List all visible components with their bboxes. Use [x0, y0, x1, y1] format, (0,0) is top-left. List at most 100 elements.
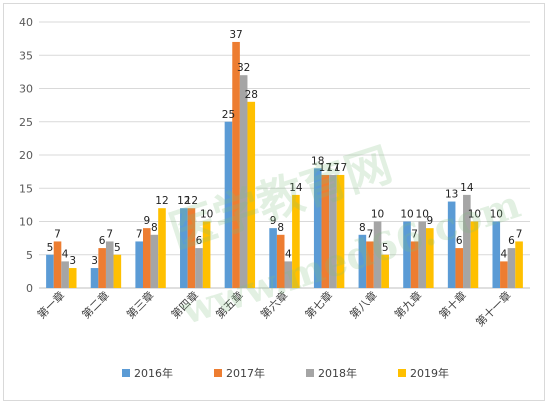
bar: [232, 41, 240, 289]
x-tick-label: 第十一章: [473, 288, 514, 329]
x-tick-label: 第二章: [79, 288, 112, 321]
data-label: 7: [367, 228, 374, 240]
data-label: 10: [490, 209, 503, 221]
bar: [463, 194, 471, 288]
bar: [180, 208, 188, 288]
data-label: 9: [426, 215, 433, 227]
y-tick-label: 30: [19, 83, 33, 96]
bar: [284, 261, 293, 288]
bar: [507, 248, 516, 288]
bar: [276, 234, 285, 288]
data-label: 10: [468, 209, 481, 221]
bar: [158, 208, 166, 288]
bar: [313, 168, 322, 288]
data-label: 7: [411, 228, 418, 240]
bar: [187, 208, 196, 288]
bar: [418, 221, 427, 288]
data-label: 8: [151, 222, 158, 234]
data-label: 6: [508, 235, 515, 247]
y-tick-label: 5: [26, 249, 33, 262]
data-label: 5: [382, 242, 389, 254]
bar: [90, 268, 99, 288]
data-label: 10: [371, 209, 384, 221]
data-label: 17: [334, 162, 347, 174]
data-label: 14: [460, 182, 474, 194]
bar: [68, 268, 77, 288]
bar: [470, 221, 479, 288]
bar: [336, 174, 345, 288]
bar: [358, 234, 367, 288]
data-label: 17: [319, 162, 332, 174]
data-label: 12: [155, 195, 168, 207]
y-tick-label: 0: [26, 282, 33, 295]
bar: [113, 254, 122, 288]
data-label: 7: [136, 228, 143, 240]
bar: [410, 241, 419, 288]
y-tick-label: 15: [19, 182, 33, 195]
bar: [426, 228, 434, 288]
bar: [447, 201, 456, 288]
bar: [53, 241, 62, 288]
bar: [239, 75, 248, 288]
legend-swatch: [306, 369, 314, 377]
data-label: 8: [277, 222, 284, 234]
legend-swatch: [214, 369, 222, 377]
bar: [515, 241, 523, 288]
y-tick-label: 10: [19, 216, 33, 229]
y-tick-label: 40: [19, 16, 33, 29]
data-label: 7: [516, 228, 523, 240]
data-label: 37: [229, 29, 242, 41]
data-label: 4: [62, 248, 69, 260]
data-label: 8: [359, 222, 366, 234]
legend: 2016年 2017年 2018年 2019年: [122, 366, 449, 380]
x-tick-label: 第九章: [391, 288, 424, 321]
data-label: 6: [196, 235, 203, 247]
bars: [46, 41, 523, 289]
data-label: 13: [445, 189, 458, 201]
data-label: 14: [289, 182, 303, 194]
data-label: 17: [326, 162, 339, 174]
data-label: 12: [185, 195, 198, 207]
x-tick-label: 第十章: [436, 288, 469, 321]
data-label: 4: [285, 248, 292, 260]
bar: [98, 248, 106, 288]
data-label: 12: [177, 195, 190, 207]
x-tick-label: 第八章: [347, 288, 380, 321]
bar: [321, 174, 330, 288]
data-label: 7: [106, 228, 113, 240]
legend-swatch: [398, 369, 406, 377]
bar: [292, 194, 300, 288]
data-label: 18: [311, 155, 324, 167]
data-label: 9: [270, 215, 277, 227]
data-label: 32: [237, 62, 250, 74]
data-label: 5: [114, 242, 121, 254]
bar: [46, 254, 54, 288]
bar: [61, 261, 69, 288]
bar: [500, 261, 508, 288]
bar: [455, 248, 464, 288]
legend-label: 2017年: [226, 366, 265, 380]
data-label: 6: [99, 235, 106, 247]
bar: [247, 101, 256, 288]
data-label: 3: [91, 255, 98, 267]
bar: [105, 241, 114, 288]
data-label: 9: [143, 215, 150, 227]
bar: [403, 221, 411, 288]
bar: [492, 221, 501, 288]
data-label: 3: [69, 255, 76, 267]
data-label: 4: [501, 248, 508, 260]
data-label: 7: [54, 228, 61, 240]
bar: [269, 228, 277, 288]
data-label: 10: [416, 209, 429, 221]
legend-label: 2016年: [134, 366, 173, 380]
bar: [202, 221, 211, 288]
bar: [150, 234, 159, 288]
bar: [381, 254, 389, 288]
bar: [366, 241, 374, 288]
bar: [373, 221, 382, 288]
legend-label: 2019年: [410, 366, 449, 380]
data-label: 10: [200, 209, 213, 221]
legend-swatch: [122, 369, 130, 377]
